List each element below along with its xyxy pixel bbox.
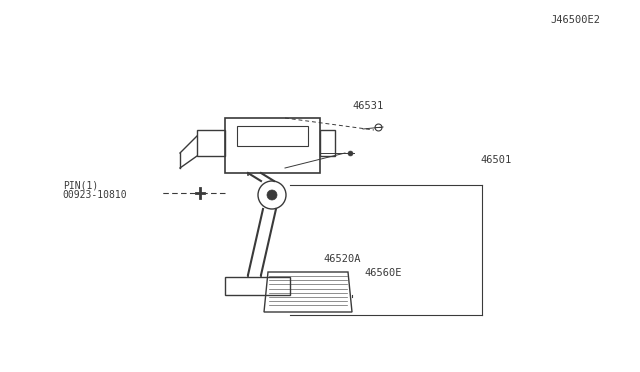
Text: PIN(1): PIN(1) [63, 181, 98, 191]
Text: 46520A: 46520A [323, 254, 361, 263]
Text: 00923-10810: 00923-10810 [63, 190, 127, 200]
Text: 46501: 46501 [480, 155, 511, 165]
Text: 46531: 46531 [352, 101, 383, 111]
Text: 46560E: 46560E [365, 269, 403, 278]
Text: J46500E2: J46500E2 [550, 16, 600, 25]
Circle shape [267, 190, 277, 200]
